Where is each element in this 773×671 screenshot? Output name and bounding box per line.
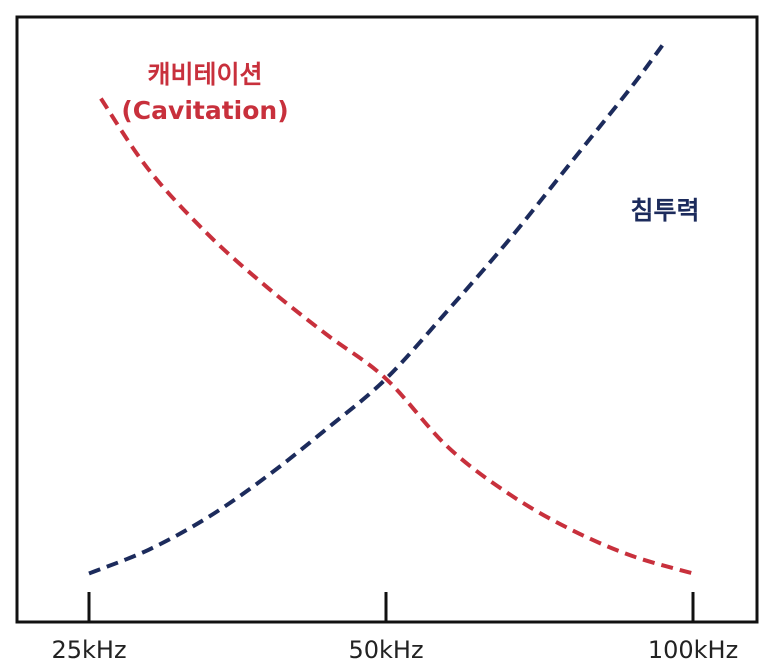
series-lines bbox=[88, 44, 694, 576]
x-tick-label-1: 50kHz bbox=[348, 636, 423, 664]
x-tick-label-2: 100kHz bbox=[648, 636, 738, 664]
series-label-cavitation-1: (Cavitation) bbox=[121, 96, 288, 125]
series-label-penetration-0: 침투력 bbox=[630, 196, 699, 225]
series-line-penetration bbox=[88, 44, 664, 576]
series-line-cavitation bbox=[99, 97, 694, 576]
series-label-cavitation-0: 캐비테이션 bbox=[147, 60, 262, 89]
x-tick-label-0: 25kHz bbox=[51, 636, 126, 664]
x-ticks: 25kHz 50kHz 100kHz bbox=[51, 592, 738, 664]
series-labels: 캐비테이션 (Cavitation) 침투력 bbox=[121, 60, 699, 225]
